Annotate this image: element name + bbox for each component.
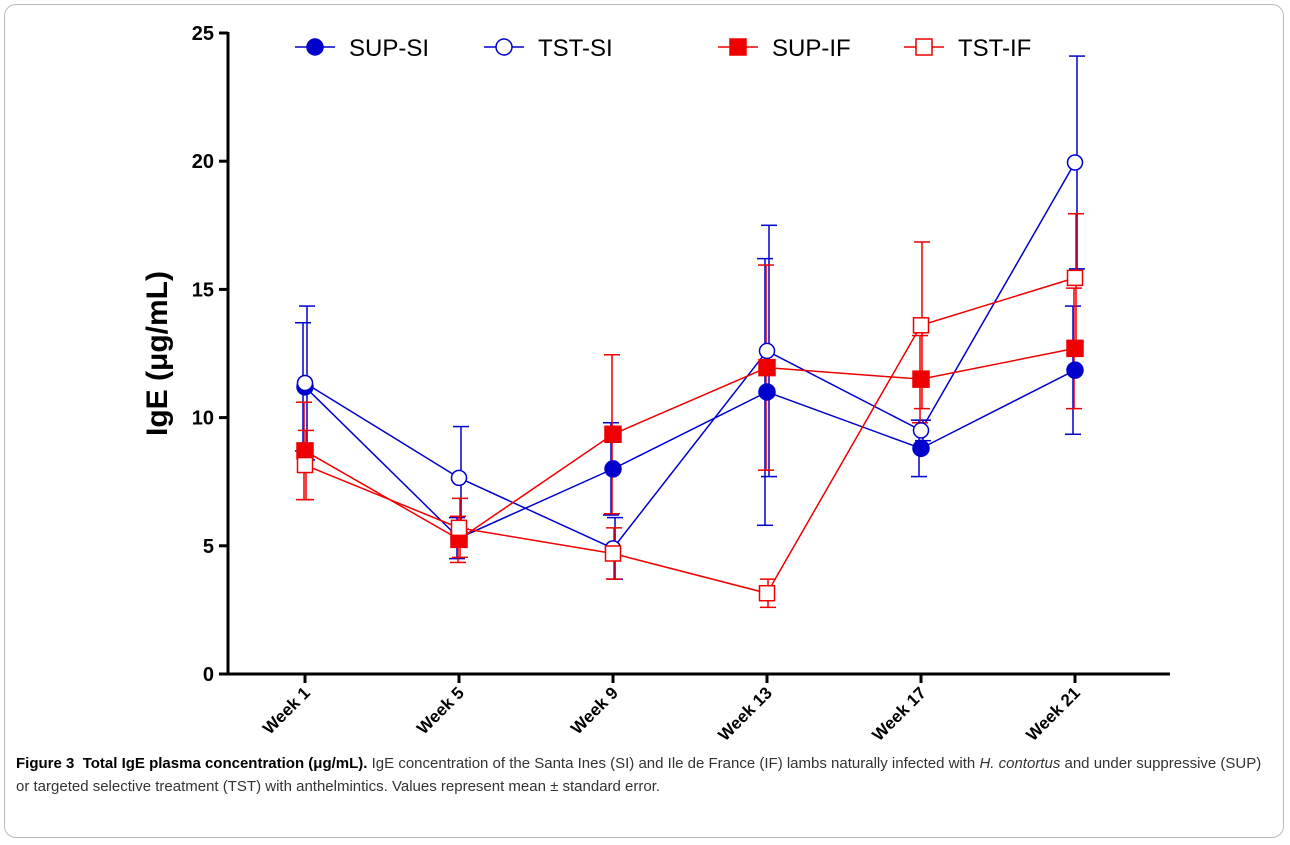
point-tst-if — [604, 545, 622, 562]
point-tst-if — [758, 584, 776, 602]
figure-frame — [4, 4, 1284, 838]
legend-label-sup-si: SUP-SI — [349, 35, 429, 62]
point-tst-si — [296, 374, 314, 392]
legend-marker-sup-if — [729, 38, 747, 56]
point-sup-si — [604, 460, 622, 478]
point-tst-si — [450, 469, 468, 487]
legend-label-tst-si: TST-SI — [538, 35, 613, 62]
y-tick-label: 20 — [192, 151, 214, 173]
caption-species: H. contortus — [979, 755, 1061, 772]
y-axis-label: IgE (μg/mL) — [141, 271, 174, 436]
series-line-sup-si — [304, 369, 1076, 540]
x-tick-label: Week 21 — [1022, 683, 1083, 744]
point-sup-if — [1066, 339, 1084, 358]
point-tst-if — [450, 519, 468, 537]
x-tick-label: Week 5 — [413, 683, 468, 738]
point-sup-if — [604, 425, 622, 444]
point-tst-si — [758, 342, 776, 360]
series-line-sup-if — [304, 347, 1076, 541]
legend-marker-sup-si — [306, 38, 324, 56]
point-tst-if — [1066, 269, 1084, 287]
point-tst-if — [912, 317, 930, 334]
y-tick-label: 10 — [192, 408, 214, 430]
point-sup-si — [912, 439, 930, 458]
line-chart: 0 5 10 15 20 25 IgE (μg/mL) Week 1 Week 5 Week 9 W… — [141, 23, 1170, 745]
caption-label: Figure 3 — [16, 755, 75, 772]
point-sup-si — [1066, 361, 1084, 379]
series-line-tst-if — [304, 277, 1076, 595]
legend-label-tst-if: TST-IF — [958, 35, 1031, 62]
y-tick-label: 5 — [203, 536, 214, 558]
point-tst-if — [296, 456, 314, 474]
caption-title: Total IgE plasma concentration (μg/mL). — [82, 755, 368, 772]
y-tick-label: 25 — [192, 23, 214, 45]
legend-label-sup-if: SUP-IF — [772, 35, 851, 62]
y-tick-label: 15 — [192, 279, 214, 301]
point-sup-si — [758, 383, 776, 401]
legend-marker-tst-si — [495, 38, 513, 56]
series-line-tst-si — [304, 162, 1076, 550]
figure-caption: Figure 3 Total IgE plasma concentration … — [16, 752, 1266, 798]
point-tst-si — [912, 422, 930, 439]
point-sup-if — [296, 442, 314, 460]
legend-marker-tst-if — [915, 38, 933, 56]
x-tick-label: Week 9 — [567, 683, 622, 738]
point-tst-si — [1066, 154, 1084, 171]
y-tick-label: 0 — [203, 664, 214, 686]
x-tick-label: Week 13 — [714, 683, 775, 744]
x-tick-label: Week 1 — [259, 683, 314, 738]
caption-text-1: IgE concentration of the Santa Ines (SI)… — [367, 755, 980, 772]
caption-text-2: and under suppressive (SUP) or targeted … — [16, 755, 1262, 795]
x-tick-label: Week 17 — [868, 683, 929, 744]
point-sup-if — [912, 370, 930, 388]
point-sup-if — [758, 358, 776, 377]
